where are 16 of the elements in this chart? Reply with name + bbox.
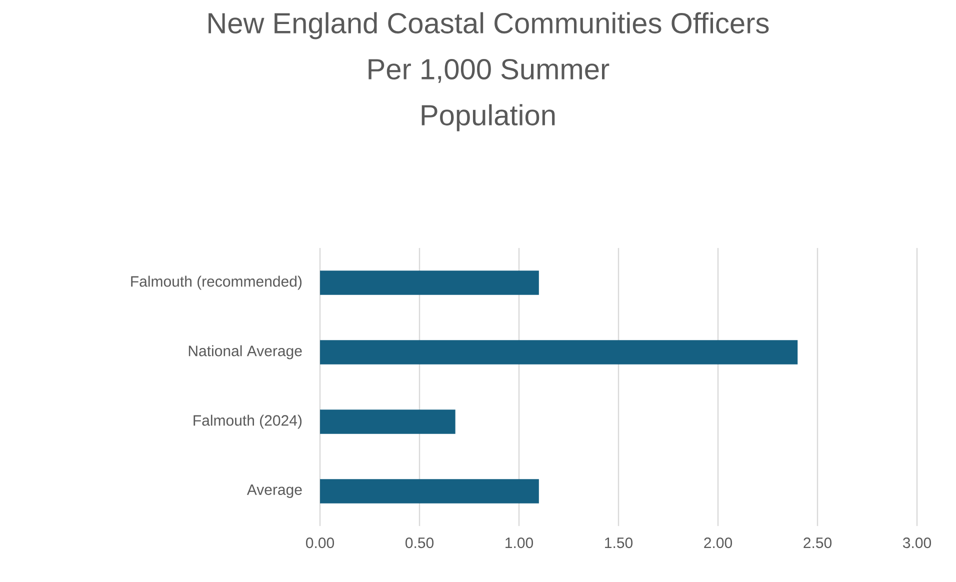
x-tick-label: 0.00 <box>306 538 334 548</box>
x-tick-label: 0.50 <box>406 538 434 548</box>
y-tick-label: Falmouth (recommended) <box>131 276 302 290</box>
y-tick-label: Falmouth (2024) <box>194 414 302 429</box>
bar <box>320 479 539 504</box>
x-tick-label: 2.50 <box>804 538 832 548</box>
x-tick-label: 2.00 <box>704 538 732 548</box>
chart-title: New England Coastal Communities Officers Per 1,000 Summer Population <box>208 12 769 132</box>
y-tick-label: National Average <box>188 345 302 360</box>
bar <box>320 340 798 364</box>
x-tick-label: 3.00 <box>902 538 932 548</box>
x-tick-label: 1.50 <box>605 538 633 548</box>
x-tick-label: 1.00 <box>506 538 534 548</box>
bar <box>320 270 539 295</box>
y-tick-label: Average <box>246 484 302 498</box>
bar <box>320 410 456 434</box>
